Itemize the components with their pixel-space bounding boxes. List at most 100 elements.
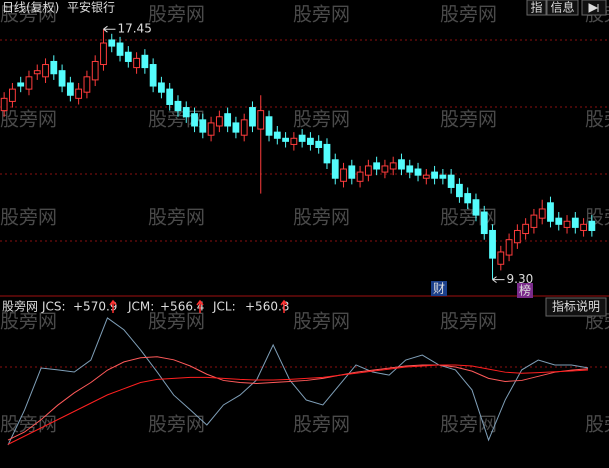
legend-arrow: [280, 299, 288, 313]
candle-body: [282, 137, 289, 142]
candle-body: [398, 159, 405, 170]
button-bg[interactable]: [545, 297, 607, 317]
candle-body: [224, 113, 232, 127]
candle-body: [389, 162, 397, 170]
candle-body: [447, 174, 455, 188]
candle-body: [364, 165, 372, 176]
candle-body: [166, 88, 174, 105]
watermark: 股旁网: [0, 109, 57, 131]
candle-body: [215, 116, 223, 127]
candle-body: [9, 88, 16, 102]
watermark: 股旁网: [148, 311, 205, 333]
watermark: 股旁网: [440, 311, 497, 333]
candle-body: [191, 113, 198, 127]
watermark: 股旁网: [293, 311, 350, 333]
candle-body: [571, 217, 579, 228]
annotation-arrow: [103, 25, 116, 33]
marker-bg[interactable]: [431, 281, 447, 296]
candle-body: [273, 131, 281, 139]
candle-body: [50, 60, 58, 75]
legend-arrow: [196, 299, 204, 313]
candle-body: [331, 159, 339, 179]
low-label: 9.30: [507, 272, 534, 286]
candle-body: [124, 51, 132, 62]
watermark: 股旁网: [440, 4, 497, 26]
candle-body: [75, 88, 83, 99]
candle-body: [133, 57, 140, 69]
candle-body: [33, 70, 41, 75]
watermark: 股旁网: [0, 414, 57, 436]
candle-body: [17, 82, 25, 87]
candle-body: [158, 82, 165, 93]
candle-body: [373, 162, 381, 170]
watermarks: 股旁网股旁网股旁网股旁网股旁网股旁网股旁网股旁网股旁网股旁网股旁网股旁网股旁网股…: [0, 4, 609, 436]
candle-body: [480, 211, 488, 235]
candle-body: [464, 193, 472, 204]
watermark: 股旁网: [585, 109, 609, 131]
candle-body: [83, 76, 91, 93]
legend-label: JCL:: [212, 300, 236, 314]
watermark: 股旁网: [293, 4, 350, 26]
candle-body: [489, 229, 496, 259]
candle-body: [381, 165, 389, 173]
indicator-title: 股旁网: [2, 299, 38, 314]
legend-value: +566.4: [160, 300, 204, 314]
indicator-line: [7, 317, 589, 446]
watermark: 股旁网: [440, 207, 497, 229]
candle-body: [406, 165, 414, 173]
candle-body: [588, 220, 596, 231]
candle-body: [249, 107, 256, 127]
button[interactable]: 信息: [550, 0, 574, 15]
candle-body: [66, 82, 74, 96]
candle-body: [232, 122, 240, 133]
annotation-arrow: [492, 276, 505, 284]
candle-body: [513, 229, 521, 244]
candle-body: [340, 168, 347, 182]
watermark: 股旁网: [148, 414, 205, 436]
candle-body: [563, 220, 571, 228]
high-label: 17.45: [117, 22, 151, 36]
candle-body: [431, 171, 438, 179]
candle-body: [149, 64, 157, 87]
legend-label: JCM:: [127, 300, 154, 314]
watermark: 股旁网: [293, 207, 350, 229]
watermark: 股旁网: [0, 207, 57, 229]
candle-body: [472, 199, 480, 216]
button[interactable]: 指标说明: [552, 299, 600, 314]
button-bg[interactable]: [526, 0, 547, 16]
button[interactable]: 指: [530, 0, 542, 15]
candle-body: [298, 134, 306, 142]
candle-body: [182, 107, 190, 118]
candle-body: [497, 251, 505, 265]
watermark: 股旁网: [0, 4, 57, 26]
button-bg[interactable]: [546, 0, 579, 16]
candle-body: [348, 165, 356, 179]
candle-body: [505, 239, 513, 256]
marker[interactable]: 财: [433, 282, 445, 296]
candle-body: [538, 208, 546, 219]
candle-body: [174, 100, 182, 112]
watermark: 股旁网: [585, 414, 609, 436]
watermark: 股旁网: [0, 311, 57, 333]
candle-body: [307, 137, 314, 145]
indicator-line: [7, 356, 589, 441]
stock-name: 平安银行: [67, 0, 115, 15]
watermark: 股旁网: [148, 109, 205, 131]
candle-body: [240, 119, 248, 136]
candle-body: [207, 122, 215, 136]
candle-body: [108, 39, 116, 47]
candle-body: [456, 183, 463, 198]
chart-title: 日线(复权): [2, 1, 59, 15]
legend-label: JCS:: [41, 300, 66, 314]
marker-bg[interactable]: [517, 283, 533, 298]
marker[interactable]: 榜: [519, 283, 531, 298]
watermark: 股旁网: [440, 109, 497, 131]
candle-body: [439, 174, 447, 179]
candle-body: [356, 171, 364, 182]
candle-body: [422, 174, 430, 179]
candle-body: [0, 97, 8, 112]
candle-body: [323, 143, 331, 164]
candle-body: [265, 116, 273, 136]
